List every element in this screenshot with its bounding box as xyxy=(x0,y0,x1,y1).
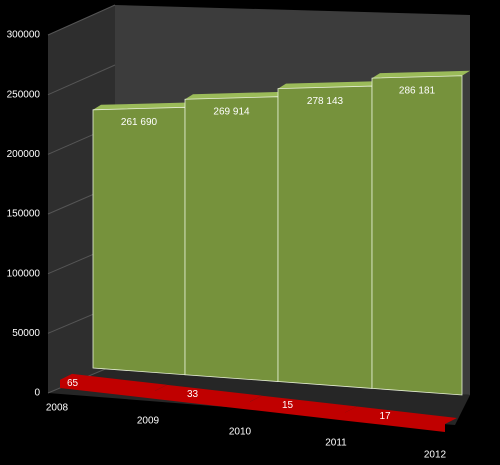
area-segment xyxy=(277,85,373,389)
data-label: 286 181 xyxy=(399,86,436,97)
y-tick-label: 150000 xyxy=(7,209,41,220)
area-segment xyxy=(155,384,262,410)
y-tick-label: 0 xyxy=(34,388,40,399)
data-label: 17 xyxy=(379,411,391,422)
data-label: 278 143 xyxy=(307,96,344,107)
y-tick-label: 50000 xyxy=(12,328,40,339)
area-segment xyxy=(184,96,279,382)
y-tick-label: 250000 xyxy=(7,89,41,100)
area-top xyxy=(372,70,470,79)
area-segment xyxy=(250,395,357,421)
x-tick-label: 2010 xyxy=(229,427,252,438)
area-segment xyxy=(60,373,167,399)
y-tick-label: 100000 xyxy=(7,268,41,279)
y-tick-label: 200000 xyxy=(7,149,41,160)
area-segment xyxy=(92,106,186,376)
data-label: 33 xyxy=(187,389,199,400)
data-label: 269 914 xyxy=(213,107,250,118)
x-tick-label: 2011 xyxy=(325,438,347,449)
y-tick-label: 300000 xyxy=(7,30,41,41)
grid-line xyxy=(47,4,116,36)
x-tick-label: 2012 xyxy=(424,450,447,461)
area-top xyxy=(278,81,380,89)
area-top xyxy=(93,102,193,110)
x-tick-label: 2008 xyxy=(46,403,69,414)
grid-line xyxy=(47,64,116,96)
area-segment xyxy=(371,75,463,396)
data-label: 15 xyxy=(282,400,294,411)
area-top xyxy=(185,91,286,100)
data-label: 261 690 xyxy=(121,117,158,128)
x-tick-label: 2009 xyxy=(137,416,160,427)
area-segment xyxy=(345,406,457,432)
data-label: 65 xyxy=(67,378,79,389)
